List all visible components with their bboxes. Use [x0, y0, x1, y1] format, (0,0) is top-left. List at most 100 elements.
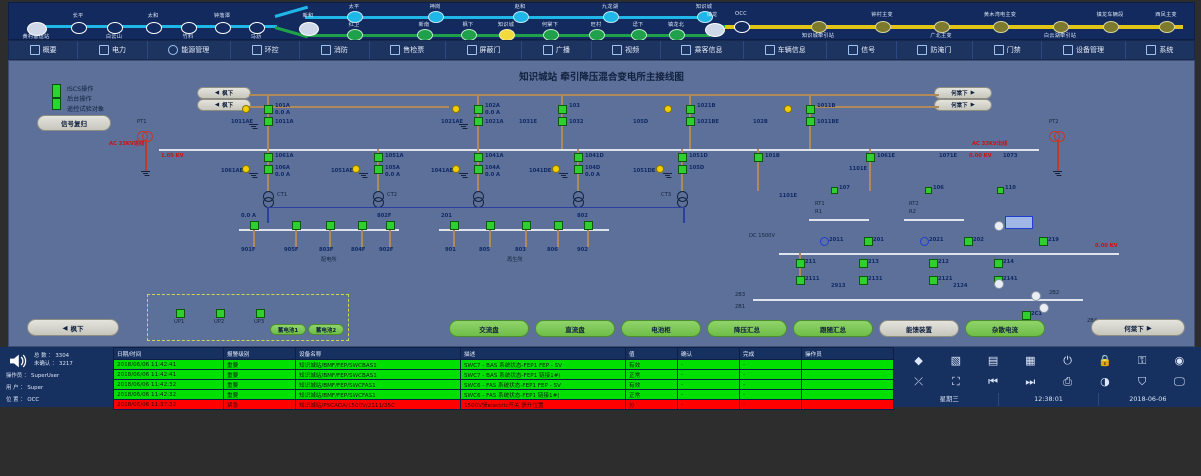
switch-902F[interactable]	[386, 221, 395, 230]
toolbar-item-video[interactable]: 视频	[592, 41, 661, 59]
prev-icon[interactable]: ⏮	[988, 374, 999, 388]
button-energy-feedback-device[interactable]: 能馈装置	[879, 320, 959, 337]
top-left-tab-0[interactable]: ◀ 枫下	[197, 87, 251, 99]
switch-1031[interactable]	[558, 117, 567, 126]
toolbar-item-pis[interactable]: 乘客信息	[661, 41, 745, 59]
top-left-tab-1[interactable]: ◀ 枫下	[197, 99, 251, 111]
indicator-106A[interactable]	[242, 165, 250, 173]
station-node-知识城-cyan[interactable]	[697, 11, 713, 23]
station-node-黄木湾电主变[interactable]	[993, 21, 1009, 33]
speaker-icon[interactable]	[8, 353, 28, 369]
button-stray-current[interactable]: 杂散电流	[965, 320, 1045, 337]
switch-901F[interactable]	[250, 221, 259, 230]
switch-101A[interactable]	[264, 105, 273, 114]
switch-106A[interactable]	[264, 165, 273, 174]
indicator-104D[interactable]	[552, 165, 560, 173]
diamond-icon[interactable]: ◆	[914, 354, 923, 367]
switch-1061E[interactable]	[754, 153, 763, 162]
next-icon[interactable]: ⏭	[1025, 374, 1036, 388]
toolbar-item-overview[interactable]: 概要	[9, 41, 79, 59]
station-node-九龙湖[interactable]	[603, 11, 619, 23]
switch-902[interactable]	[584, 221, 593, 230]
nav-prev-station-button[interactable]: ◀ 枫下	[27, 319, 119, 336]
col-header-ack[interactable]: 确认	[677, 347, 740, 360]
indicator-2011[interactable]	[820, 237, 829, 246]
station-node-西凤主变[interactable]	[1159, 21, 1175, 33]
switch-104A[interactable]	[474, 165, 483, 174]
station-node-神岗[interactable]	[428, 11, 444, 23]
station-node-钟村主变[interactable]	[875, 21, 891, 33]
dc-circle-node-2[interactable]	[1039, 303, 1049, 313]
toolbar-item-device[interactable]: 设备管理	[1042, 41, 1126, 59]
switch-ups1[interactable]	[176, 309, 185, 318]
toolbar-item-signal[interactable]: 信号	[827, 41, 897, 59]
toolbar-item-access[interactable]: 门禁	[973, 41, 1043, 59]
col-header-level[interactable]: 报警级别	[223, 347, 296, 360]
switch-803F[interactable]	[326, 221, 335, 230]
power-icon[interactable]: ⏻	[1063, 353, 1072, 367]
switch-901[interactable]	[450, 221, 459, 230]
switch-ups3[interactable]	[256, 309, 265, 318]
button-follow-summary[interactable]: 跟随汇总	[793, 320, 873, 337]
indicator-104A[interactable]	[452, 165, 460, 173]
signal-reset-button[interactable]: 信号复归	[37, 115, 111, 131]
toolbar-item-psd[interactable]: 屏蔽门	[446, 41, 523, 59]
switch-1021B[interactable]	[686, 117, 695, 126]
switch-2C1[interactable]	[1022, 311, 1031, 320]
station-node-太和[interactable]	[146, 22, 162, 34]
toolbar-item-power[interactable]: 电力	[78, 41, 148, 59]
switch-1011B[interactable]	[806, 117, 815, 126]
window-icon[interactable]: ▤	[987, 354, 999, 367]
switch-2131[interactable]	[859, 276, 868, 285]
shuffle-icon[interactable]: ⤫	[914, 374, 924, 388]
switch-1071E[interactable]	[866, 153, 875, 162]
image-icon[interactable]: ▧	[950, 354, 962, 367]
indicator-105A[interactable]	[352, 165, 360, 173]
switch-2121[interactable]	[929, 276, 938, 285]
toolbar-item-flood-door[interactable]: 防淹门	[897, 41, 974, 59]
switch-211[interactable]	[796, 259, 805, 268]
indicator-102A[interactable]	[452, 105, 460, 113]
switch-213[interactable]	[859, 259, 868, 268]
switch-107[interactable]	[925, 187, 932, 194]
switch-219[interactable]	[1039, 237, 1048, 246]
button-ac-panel[interactable]: 交流盘	[449, 320, 529, 337]
station-node-钟落潭[interactable]	[215, 22, 231, 34]
station-node-黄村客运站[interactable]	[27, 22, 47, 36]
station-node-新和[interactable]	[299, 22, 319, 36]
dc-circle-node-4[interactable]	[994, 221, 1004, 231]
dc-circle-node-3[interactable]	[994, 279, 1004, 289]
switch-105A[interactable]	[374, 165, 383, 174]
station-node-OCC[interactable]	[734, 21, 750, 33]
switch-1051A[interactable]	[374, 153, 383, 162]
table-row[interactable]: 2018/06/06 11:42:41 重要 知识城站/BMF/FEP/SWCB…	[113, 369, 894, 380]
switch-214[interactable]	[994, 259, 1003, 268]
station-node-白云山[interactable]	[107, 22, 123, 34]
switch-104D[interactable]	[574, 165, 583, 174]
lock-icon[interactable]: 🔒	[1098, 354, 1112, 367]
device-block-icon[interactable]	[1005, 216, 1033, 229]
top-right-tab-1[interactable]: 何棠下 ▶	[934, 99, 992, 111]
switch-102A[interactable]	[474, 105, 483, 114]
col-header-value[interactable]: 值	[625, 347, 678, 360]
switch-2111[interactable]	[796, 276, 805, 285]
switch-ups2[interactable]	[216, 309, 225, 318]
station-node-白云湖牵引站[interactable]	[1053, 21, 1069, 33]
monitor-icon[interactable]: 🖵	[1174, 374, 1185, 388]
switch-212[interactable]	[929, 259, 938, 268]
battery-tab-1[interactable]: 蓄电池1	[270, 324, 306, 335]
switch-1041A[interactable]	[474, 153, 483, 162]
button-battery-cabinet[interactable]: 电池柜	[621, 320, 701, 337]
nav-next-station-button[interactable]: 何棠下 ▶	[1091, 319, 1185, 336]
switch-805[interactable]	[486, 221, 495, 230]
station-node-镇龙车辆段[interactable]	[1103, 21, 1119, 33]
col-header-device[interactable]: 设备名称	[295, 347, 461, 360]
col-header-description[interactable]: 描述	[460, 347, 626, 360]
switch-1051D[interactable]	[678, 153, 687, 162]
switch-119[interactable]	[997, 187, 1004, 194]
switch-803[interactable]	[522, 221, 531, 230]
button-dc-panel[interactable]: 直流盘	[535, 320, 615, 337]
toolbar-item-energy[interactable]: 能源管理	[148, 41, 231, 59]
switch-1021A[interactable]	[474, 117, 483, 126]
button-stepdown-summary[interactable]: 降压汇总	[707, 320, 787, 337]
